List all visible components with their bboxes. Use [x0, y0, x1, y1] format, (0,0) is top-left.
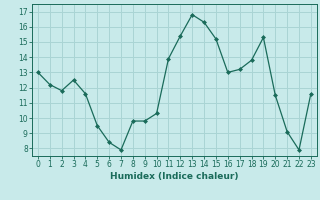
X-axis label: Humidex (Indice chaleur): Humidex (Indice chaleur) [110, 172, 239, 181]
